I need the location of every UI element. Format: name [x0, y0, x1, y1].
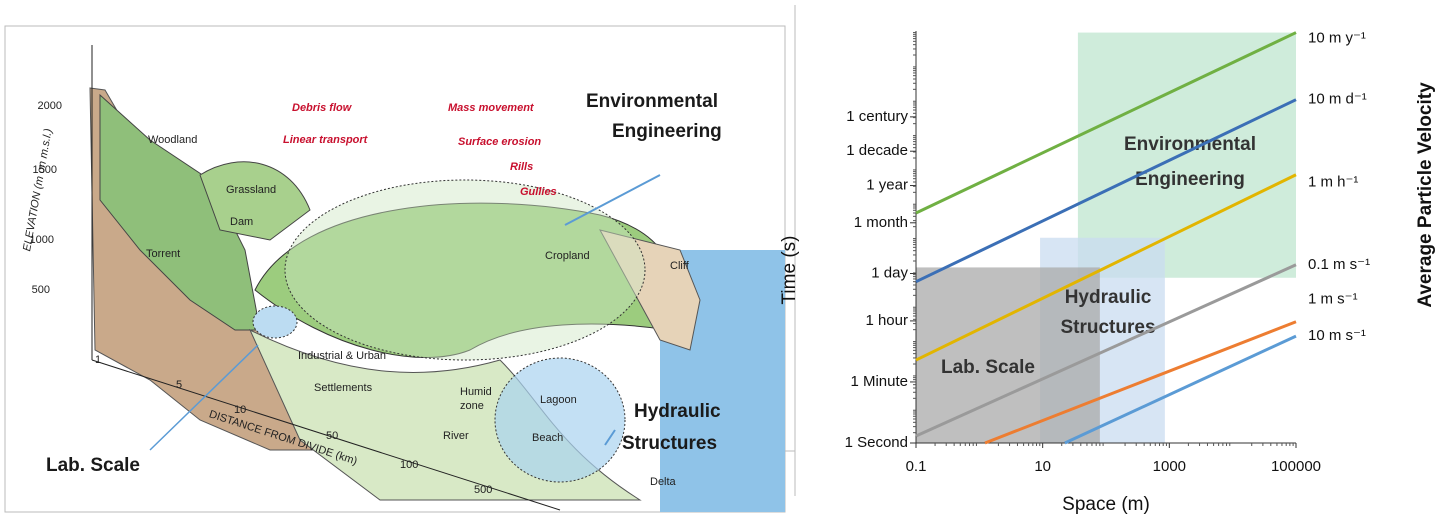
series-label: 10 m y⁻¹ [1308, 30, 1366, 47]
region-label: Structures [1060, 317, 1155, 338]
y-tick-label: 1 decade [846, 142, 908, 159]
distance-tick: 50 [326, 430, 338, 442]
process-label: Gullies [520, 186, 557, 198]
feature-label: Lagoon [540, 394, 577, 406]
region-label: Lab. Scale [941, 357, 1035, 378]
series-line [915, 31, 1297, 215]
series-label: 10 m s⁻¹ [1308, 327, 1366, 344]
elevation-tick: 1500 [33, 164, 57, 176]
process-label: Surface erosion [458, 136, 541, 148]
series-line [915, 263, 1297, 438]
feature-label: Delta [650, 476, 677, 488]
zone-label: Structures [622, 433, 717, 454]
feature-label: Cliff [670, 260, 690, 272]
pointer [564, 174, 661, 226]
series-line [915, 98, 1297, 284]
zone-label: Lab. Scale [46, 455, 140, 476]
x-tick-label: 1000 [1153, 458, 1186, 475]
y2-axis-title: Average Particle Velocity [1415, 82, 1436, 308]
zone-label: Environmental [586, 91, 718, 112]
y-tick-label: 1 day [871, 264, 908, 281]
x-tick-label: 0.1 [906, 458, 927, 475]
feature-label: Settlements [314, 382, 373, 394]
grassland [199, 161, 311, 241]
y-axis-title: Time (s) [779, 236, 800, 305]
hydraulic-zone [494, 357, 626, 483]
feature-label: zone [460, 400, 484, 412]
series-line [915, 173, 1297, 362]
lab-zone [252, 305, 298, 339]
feature-label: Grassland [226, 184, 276, 196]
feature-label: Humid [460, 386, 492, 398]
distance-tick: 5 [176, 379, 182, 391]
y-tick-label: 1 month [854, 214, 908, 231]
y-tick-label: 1 hour [865, 312, 908, 329]
feature-label: Woodland [148, 134, 197, 146]
feature-label: Industrial & Urban [298, 350, 386, 362]
series-label: 1 m s⁻¹ [1308, 291, 1358, 308]
region-label: Hydraulic [1065, 287, 1152, 308]
feature-label: River [443, 430, 469, 442]
y-tick-label: 1 century [846, 108, 908, 125]
pointer [604, 429, 616, 446]
process-label: Linear transport [283, 134, 369, 146]
process-label: Debris flow [292, 102, 353, 114]
feature-label: Beach [532, 432, 563, 444]
feature-label: Dam [230, 216, 253, 228]
series-line [984, 320, 1297, 445]
y-tick-label: 1 Minute [850, 373, 908, 390]
feature-label: Cropland [545, 250, 590, 262]
process-label: Mass movement [448, 102, 535, 114]
region [1077, 32, 1296, 278]
x-tick-label: 10 [1034, 458, 1051, 475]
elevation-tick: 1000 [30, 234, 54, 246]
distance-tick: 500 [474, 484, 492, 496]
x-axis-title: Space (m) [1062, 494, 1150, 515]
cliff [599, 229, 701, 351]
x-tick-label: 100000 [1271, 458, 1321, 475]
region [916, 267, 1100, 443]
environmental-zone [284, 179, 646, 361]
pointer [149, 344, 259, 451]
region-label: Environmental [1124, 134, 1256, 155]
series-label: 0.1 m s⁻¹ [1308, 256, 1370, 273]
series-line [1064, 334, 1297, 445]
distance-tick: 1 [95, 354, 101, 366]
forest [99, 93, 261, 331]
distance-tick: 100 [400, 459, 418, 471]
y-tick-label: 1 Second [845, 434, 908, 451]
zone-label: Engineering [612, 121, 722, 142]
process-label: Rills [510, 161, 533, 173]
elevation-tick: 2000 [38, 100, 62, 112]
zone-label: Hydraulic [634, 401, 721, 422]
series-label: 1 m h⁻¹ [1308, 174, 1358, 191]
series-label: 10 m d⁻¹ [1308, 91, 1367, 108]
elevation-tick: 500 [32, 284, 50, 296]
feature-label: Torrent [146, 248, 180, 260]
distance-axis [91, 359, 561, 511]
region-label: Engineering [1135, 169, 1245, 190]
distance-tick: 10 [234, 404, 246, 416]
y-tick-label: 1 year [866, 177, 908, 194]
